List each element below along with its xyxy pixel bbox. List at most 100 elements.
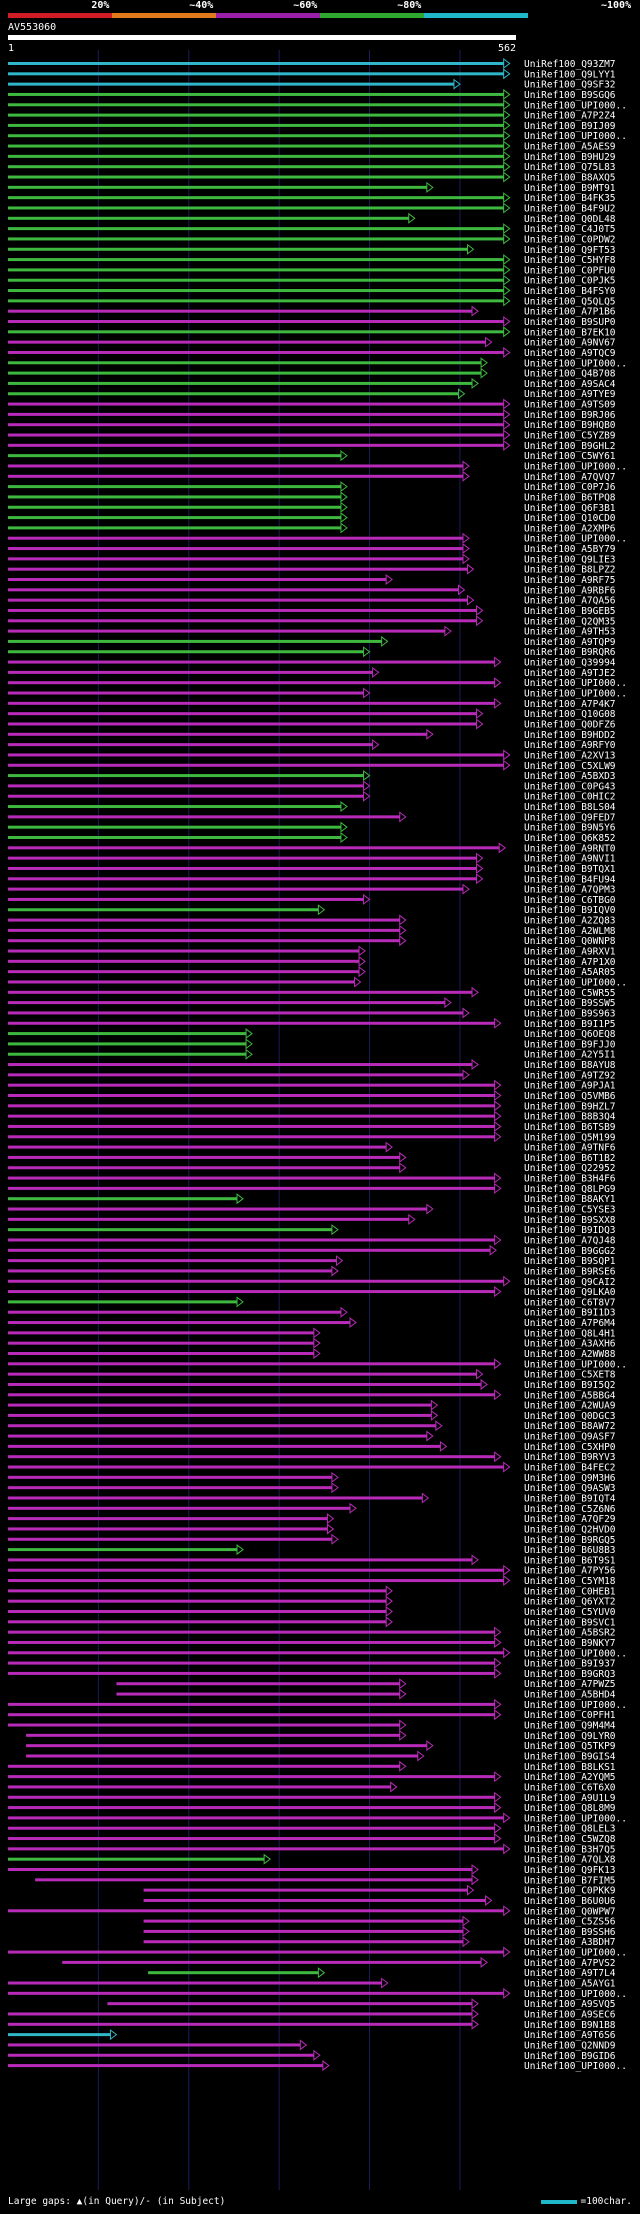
hit-label: UniRef100_B9N5Y6 [524,823,616,834]
hit-arrow [399,924,407,936]
hit-label: UniRef100_B9RJ06 [524,410,616,421]
hit-bar [8,516,341,520]
hit-bar [148,1971,319,1975]
hit-arrow [430,1409,439,1421]
hit-bar [8,598,468,602]
hit-bar [143,1919,463,1923]
hit-arrow [399,935,407,947]
hit-arrow [494,656,502,668]
hit-label: UniRef100_Q0WPW7 [524,1906,616,1917]
hit-label: UniRef100_B9GEB5 [524,606,616,617]
hit-arrow [313,1337,321,1349]
hit-arrow [245,1048,253,1060]
hit-label: UniRef100_B4FU94 [524,874,616,885]
hit-label: UniRef100_C5Z6N6 [524,1504,616,1515]
hit-arrow [358,966,366,978]
hit-arrow [372,666,380,678]
hit-bar [8,1506,351,1510]
hit-bar [8,608,477,612]
hit-bar [8,1826,495,1830]
hit-label: UniRef100_B3H7Q5 [524,1844,616,1855]
hit-bar [8,1475,332,1479]
hit-label: UniRef100_A2WW88 [524,1349,616,1360]
hits-plot: UniRef100_Q93ZM7UniRef100_Q9LYY1UniRef10… [8,50,627,2190]
hit-label: UniRef100_A9TYE9 [524,389,616,400]
hit-arrow [426,728,434,740]
hit-bar [8,103,504,107]
hit-bar [143,1888,468,1892]
hit-arrow [476,708,484,720]
hit-bar [8,691,364,695]
hit-arrow [462,543,470,555]
hit-label: UniRef100_B6U0U6 [524,1896,616,1907]
hit-label: UniRef100_B9I1P5 [524,1019,616,1030]
hit-label: UniRef100_A9TZ92 [524,1070,616,1081]
hit-label: UniRef100_A7P4K7 [524,699,616,710]
hit-bar [8,1352,314,1355]
hit-arrow [363,687,371,699]
hit-label: UniRef100_B9IJ09 [524,121,616,132]
hit-arrow [462,553,470,565]
hit-label: UniRef100_A9TS09 [524,400,616,411]
hit-arrow [245,1038,253,1050]
hit-label: UniRef100_Q75L83 [524,162,616,173]
hit-arrow [503,316,511,327]
hit-bar [8,939,400,943]
hit-bar [8,62,504,65]
hit-label: UniRef100_B6TSB9 [524,1122,616,1133]
hit-bar [8,1785,391,1789]
hit-arrow [503,171,511,183]
hit-arrow [503,274,511,286]
hit-bar [8,763,504,767]
hit-label: UniRef100_UPI000.. [524,689,627,700]
hit-arrow [399,1151,407,1163]
hit-label: UniRef100_B9SSH6 [524,1927,616,1938]
hit-bar [8,1279,504,1283]
hit-arrow [494,1017,502,1029]
hit-bar [8,1630,495,1634]
hit-arrow [340,491,348,503]
hit-arrow [340,501,348,513]
hit-bar [8,908,319,912]
hit-label: UniRef100_UPI000.. [524,1813,627,1824]
hit-bar [8,1176,495,1180]
hit-label: UniRef100_A9TQP9 [524,637,616,648]
hit-arrow [457,388,466,400]
hit-label: UniRef100_B9NKY7 [524,1638,616,1649]
hit-arrow [462,1069,470,1081]
hit-label: UniRef100_A9SVQ5 [524,1999,616,2010]
hit-arrow [453,78,461,90]
hit-bar [8,402,504,406]
hit-label: UniRef100_A7QA56 [524,596,616,607]
hit-arrow [421,1492,430,1504]
hit-bar [8,2033,111,2037]
hit-bar [8,1300,238,1304]
hit-label: UniRef100_Q8L8M9 [524,1803,616,1814]
hit-arrow [399,1678,407,1690]
hit-arrow [503,109,511,121]
hit-bar [8,247,468,251]
hit-arrow [503,140,511,152]
query-title: AV553060 [8,22,57,33]
hit-bar [8,1527,328,1531]
hit-label: UniRef100_C0PKK9 [524,1886,616,1897]
hit-arrow [331,1533,339,1545]
hit-bar [8,1166,400,1170]
hit-label: UniRef100_C0PJK5 [524,276,616,287]
hit-arrow [494,1234,502,1246]
hit-bar [8,1052,247,1056]
hit-bar [8,1620,387,1624]
hit-bar [8,227,504,231]
hit-bar [8,92,504,96]
hit-bar [8,1403,432,1407]
hit-bar [8,144,504,148]
hit-arrow [299,2039,308,2051]
hit-label: UniRef100_B9RGQ5 [524,1535,616,1546]
hit-label: UniRef100_B9SXX8 [524,1215,616,1226]
hit-label: UniRef100_Q0DL48 [524,214,616,225]
hit-arrow [489,1244,497,1256]
hit-label: UniRef100_Q9ASF7 [524,1432,616,1443]
hit-arrow [494,1802,502,1814]
hit-arrow [494,1090,502,1101]
hit-label: UniRef100_C0PFU0 [524,265,616,276]
